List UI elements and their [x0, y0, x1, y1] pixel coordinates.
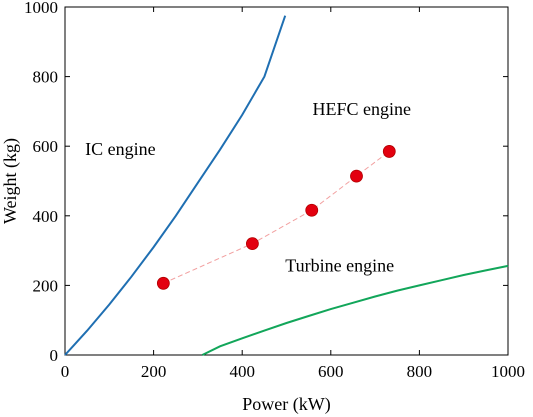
ic-engine-line	[64, 15, 287, 356]
annotation-layer: IC engine HEFC engine Turbine engine	[85, 99, 411, 276]
annotation-label: HEFC engine	[313, 99, 412, 119]
x-axis-title: Power (kW)	[242, 394, 330, 415]
y-tick-label: 1000	[24, 0, 58, 17]
y-tick-label: 600	[33, 137, 59, 156]
hefc-engine-point	[245, 237, 259, 251]
y-axis-title: Weight (kg)	[0, 138, 21, 224]
x-tick-label: 0	[61, 362, 70, 381]
hefc-engine-line	[163, 151, 390, 284]
turbine-engine-line	[201, 264, 509, 356]
x-tick-label: 200	[141, 362, 167, 381]
y-tick-label: 400	[33, 207, 59, 226]
marker-layer	[156, 145, 396, 290]
x-tick-label: 800	[407, 362, 433, 381]
hefc-engine-point	[350, 169, 363, 183]
series-layer	[64, 15, 509, 356]
axis-ticks: 0 200 400 600 800 1000 0 200 400 600 800 1000	[24, 0, 525, 381]
hefc-engine-point	[156, 276, 170, 290]
annotation-label: Turbine engine	[285, 255, 394, 275]
x-tick-label: 600	[318, 362, 344, 381]
plot-frame	[64, 6, 509, 356]
x-tick-label: 400	[229, 362, 255, 381]
annotation-label: IC engine	[85, 139, 155, 159]
y-tick-label: 200	[33, 276, 59, 295]
y-tick-label: 0	[50, 346, 59, 365]
x-tick-label: 1000	[491, 362, 525, 381]
y-tick-label: 800	[33, 68, 59, 87]
hefc-engine-point	[382, 145, 396, 158]
hefc-engine-point	[305, 203, 319, 217]
